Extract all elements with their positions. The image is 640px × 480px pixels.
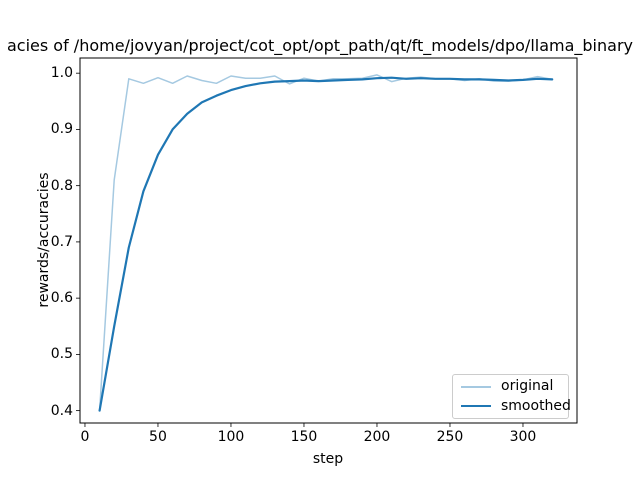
x-tick-label: 300 (509, 429, 537, 445)
chart-title: acies of /home/jovyan/project/cot_opt/op… (6, 36, 633, 55)
y-axis-label: rewards/accuracies (36, 172, 52, 308)
legend: original smoothed (452, 374, 571, 419)
x-tick-label: 250 (436, 429, 464, 445)
x-axis-label: step (312, 451, 344, 467)
x-tick-label: 200 (363, 429, 391, 445)
original-line (98, 74, 553, 412)
y-tick-label: 0.5 (50, 346, 73, 363)
legend-label-original: original (501, 378, 554, 395)
y-tick-label: 1.0 (50, 65, 73, 82)
x-tick-label: 0 (80, 429, 90, 445)
y-tick-label: 0.6 (50, 290, 73, 307)
legend-line-original (461, 385, 491, 388)
legend-item-original: original (461, 378, 560, 395)
y-tick-label: 0.4 (50, 402, 73, 419)
x-tick-label: 100 (217, 429, 245, 445)
axes-frame (79, 57, 578, 424)
smoothed-line (98, 76, 554, 412)
legend-item-smoothed: smoothed (461, 398, 571, 414)
y-tick-label: 0.7 (50, 233, 73, 250)
y-tick-label: 0.9 (50, 121, 73, 138)
legend-label-smoothed: smoothed (501, 397, 571, 414)
x-tick-label: 50 (149, 429, 167, 445)
legend-line-smoothed (461, 405, 491, 408)
y-tick-label: 0.8 (50, 177, 73, 194)
x-tick-label: 150 (290, 429, 318, 445)
